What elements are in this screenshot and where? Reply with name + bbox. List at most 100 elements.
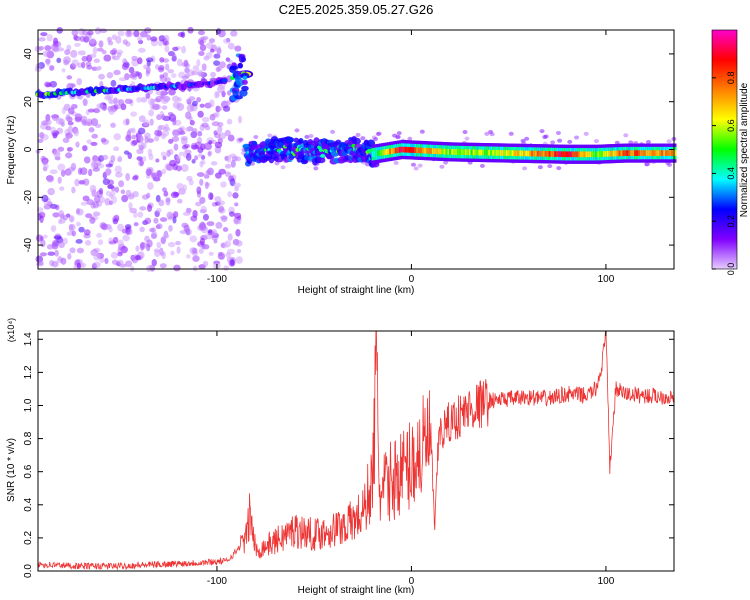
heatmap-band-core xyxy=(525,150,529,157)
heatmap-band-core xyxy=(501,150,506,156)
heatmap-speckle xyxy=(111,34,118,41)
heatmap-speckle xyxy=(184,73,190,79)
heatmap-speckle xyxy=(226,155,232,163)
heatmap-speckle xyxy=(83,229,91,236)
heatmap-speckle xyxy=(186,98,192,103)
heatmap-speckle xyxy=(92,211,101,217)
heatmap-speckle xyxy=(294,128,300,133)
heatmap-speckle xyxy=(550,140,556,145)
heatmap-speckle xyxy=(143,64,148,70)
heatmap-band-core xyxy=(390,148,395,154)
heatmap-speckle xyxy=(199,103,205,108)
heatmap-band-core xyxy=(649,150,654,156)
heatmap-speckle xyxy=(68,107,75,115)
heatmap-speckle xyxy=(524,136,530,141)
heatmap-ridge-cell xyxy=(298,137,304,144)
heatmap-speckle xyxy=(87,30,94,36)
heatmap-speckle xyxy=(208,140,213,145)
heatmap-speckle xyxy=(227,90,232,96)
heatmap-speckle xyxy=(135,245,140,252)
heatmap-band-core xyxy=(610,150,615,157)
heatmap-speckle xyxy=(137,127,146,135)
heatmap-speckle xyxy=(121,228,128,234)
heatmap-speckle xyxy=(267,133,273,138)
heatmap-speckle xyxy=(205,52,213,59)
heatmap-speckle xyxy=(122,39,128,45)
heatmap-speckle xyxy=(107,184,115,190)
heatmap-speckle xyxy=(222,227,229,232)
heatmap-speckle xyxy=(134,255,141,261)
heatmap-speckle xyxy=(82,195,90,202)
heatmap-speckle xyxy=(197,30,206,36)
heatmap-band-core xyxy=(647,150,652,156)
heatmap-speckle xyxy=(218,205,225,213)
heatmap-band-core xyxy=(412,147,416,153)
heatmap-speckle xyxy=(89,216,96,224)
heatmap-speckle xyxy=(645,139,651,144)
heatmap-band-core xyxy=(542,150,547,157)
heatmap-ridge-core xyxy=(222,78,228,83)
heatmap-speckle xyxy=(74,42,81,47)
y-tick-label: 0.4 xyxy=(23,497,34,511)
heatmap-ridge-cell xyxy=(229,65,239,70)
heatmap-speckle xyxy=(52,132,58,139)
heatmap-speckle xyxy=(215,66,221,73)
heatmap-speckle xyxy=(216,47,222,55)
heatmap-speckle xyxy=(181,144,189,150)
heatmap-ridge-cell xyxy=(239,89,248,97)
heatmap-band-core xyxy=(503,150,508,156)
heatmap-speckle xyxy=(42,159,48,166)
heatmap-speckle xyxy=(57,176,62,184)
heatmap-speckle xyxy=(136,148,144,155)
heatmap-speckle xyxy=(92,201,99,209)
heatmap-speckle xyxy=(172,46,179,52)
heatmap-speckle xyxy=(234,156,242,162)
heatmap-speckle xyxy=(198,153,203,158)
heatmap-speckle xyxy=(199,196,206,204)
heatmap-band-core xyxy=(474,149,479,156)
heatmap-speckle xyxy=(89,184,97,193)
y-tick-label: 0.0 xyxy=(23,564,34,578)
x-tick-label: 0 xyxy=(409,274,415,285)
heatmap-speckle xyxy=(217,121,224,127)
heatmap-speckle xyxy=(37,259,44,266)
heatmap-speckle xyxy=(539,129,545,134)
heatmap-speckle xyxy=(92,46,98,55)
heatmap-band-core xyxy=(416,147,420,154)
heatmap-band-core xyxy=(398,146,403,153)
heatmap-speckle xyxy=(52,46,60,53)
heatmap-band-core xyxy=(673,150,677,156)
heatmap-band-core xyxy=(494,149,498,156)
figure-title: C2E5.2025.359.05.27.G26 xyxy=(279,2,434,17)
heatmap-speckle xyxy=(50,225,57,232)
heatmap-speckle xyxy=(199,44,207,52)
heatmap-speckle xyxy=(196,96,202,103)
heatmap-speckle xyxy=(66,75,73,80)
heatmap-band-core xyxy=(443,148,447,155)
heatmap-speckle xyxy=(77,62,83,68)
heatmap-speckle xyxy=(161,113,166,121)
heatmap-speckle xyxy=(224,163,232,169)
heatmap-speckle xyxy=(153,217,159,224)
heatmap-speckle xyxy=(234,202,239,207)
heatmap-speckle xyxy=(75,239,83,244)
heatmap-band-core xyxy=(564,151,568,158)
heatmap-speckle xyxy=(443,160,449,165)
heatmap-speckle xyxy=(139,206,147,211)
heatmap-speckle xyxy=(150,233,157,240)
heatmap-speckle xyxy=(217,125,223,133)
heatmap-speckle xyxy=(205,170,212,175)
heatmap-speckle xyxy=(196,186,202,195)
heatmap-band-core xyxy=(532,150,537,157)
heatmap-speckle xyxy=(222,105,231,112)
heatmap-speckle xyxy=(162,58,170,63)
heatmap-speckle xyxy=(83,156,91,164)
heatmap-band-core xyxy=(569,151,574,158)
heatmap-speckle xyxy=(214,141,223,149)
heatmap-speckle xyxy=(228,211,235,217)
heatmap-band-core xyxy=(425,147,430,154)
heatmap-speckle xyxy=(373,137,379,142)
heatmap-speckle xyxy=(192,127,198,135)
heatmap-speckle xyxy=(176,58,183,67)
heatmap-speckle xyxy=(99,222,107,230)
